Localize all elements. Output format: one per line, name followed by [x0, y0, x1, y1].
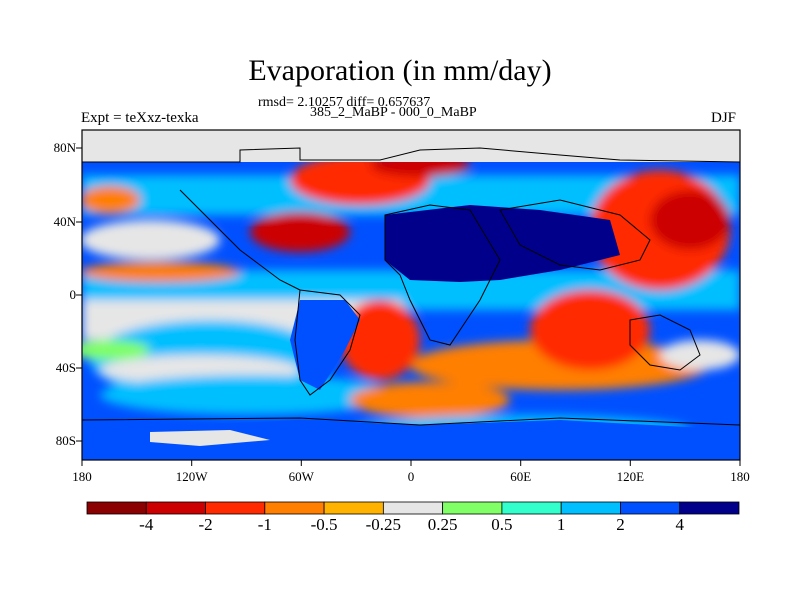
- lat-tick-label: 80S: [55, 433, 76, 448]
- lon-tick-label: 120E: [616, 469, 645, 484]
- season-label: DJF: [711, 110, 737, 126]
- colorbar-label: 0.5: [491, 515, 513, 534]
- colorbar-label: 4: [675, 515, 684, 534]
- colorbar-box: [560, 501, 621, 515]
- colorbar-box: [620, 501, 681, 515]
- experiment-label: Expt = teXxz-texka: [81, 110, 199, 126]
- colorbar-box: [323, 501, 384, 515]
- lon-tick-label: 0: [407, 469, 415, 484]
- lat-tick-label: 80N: [53, 140, 76, 155]
- lat-tick-label: 0: [69, 287, 77, 302]
- colorbar-box: [382, 501, 444, 515]
- lon-tick-label: 120W: [175, 469, 208, 484]
- colorbar-label: -2: [198, 515, 213, 534]
- colorbar-label: -0.25: [365, 515, 402, 534]
- tick-marks: [76, 147, 741, 466]
- colorbar: [86, 501, 740, 515]
- lon-tick-label: 180: [730, 469, 750, 484]
- colorbar-label: -1: [257, 515, 272, 534]
- colorbar-label: 2: [616, 515, 625, 534]
- subtitle: 385_2_MaBP - 000_0_MaBP: [310, 105, 477, 120]
- map-title: Evaporation (in mm/day): [248, 54, 552, 87]
- lon-tick-label: 180: [72, 469, 92, 484]
- colorbar-box: [205, 501, 266, 515]
- lon-tick-label: 60W: [288, 469, 314, 484]
- stats-text: rmsd= 2.10257 diff= 0.657637: [258, 95, 431, 110]
- colorbar-box: [86, 501, 147, 515]
- colorbar-box: [501, 501, 562, 515]
- colorbar-box: [145, 501, 206, 515]
- map-field: [82, 130, 740, 460]
- colorbar-label: 0.25: [427, 515, 458, 534]
- lon-tick-label: 60E: [510, 469, 532, 484]
- lat-tick-label: 40N: [53, 214, 76, 229]
- lat-tick-label: 40S: [55, 360, 76, 375]
- colorbar-box: [679, 501, 740, 515]
- colorbar-box: [442, 501, 503, 515]
- colorbar-label: 1: [556, 515, 566, 534]
- colorbar-box: [264, 501, 325, 515]
- colorbar-label: -4: [139, 515, 154, 534]
- coastlines: [81, 147, 741, 426]
- colorbar-label: -0.5: [310, 515, 338, 534]
